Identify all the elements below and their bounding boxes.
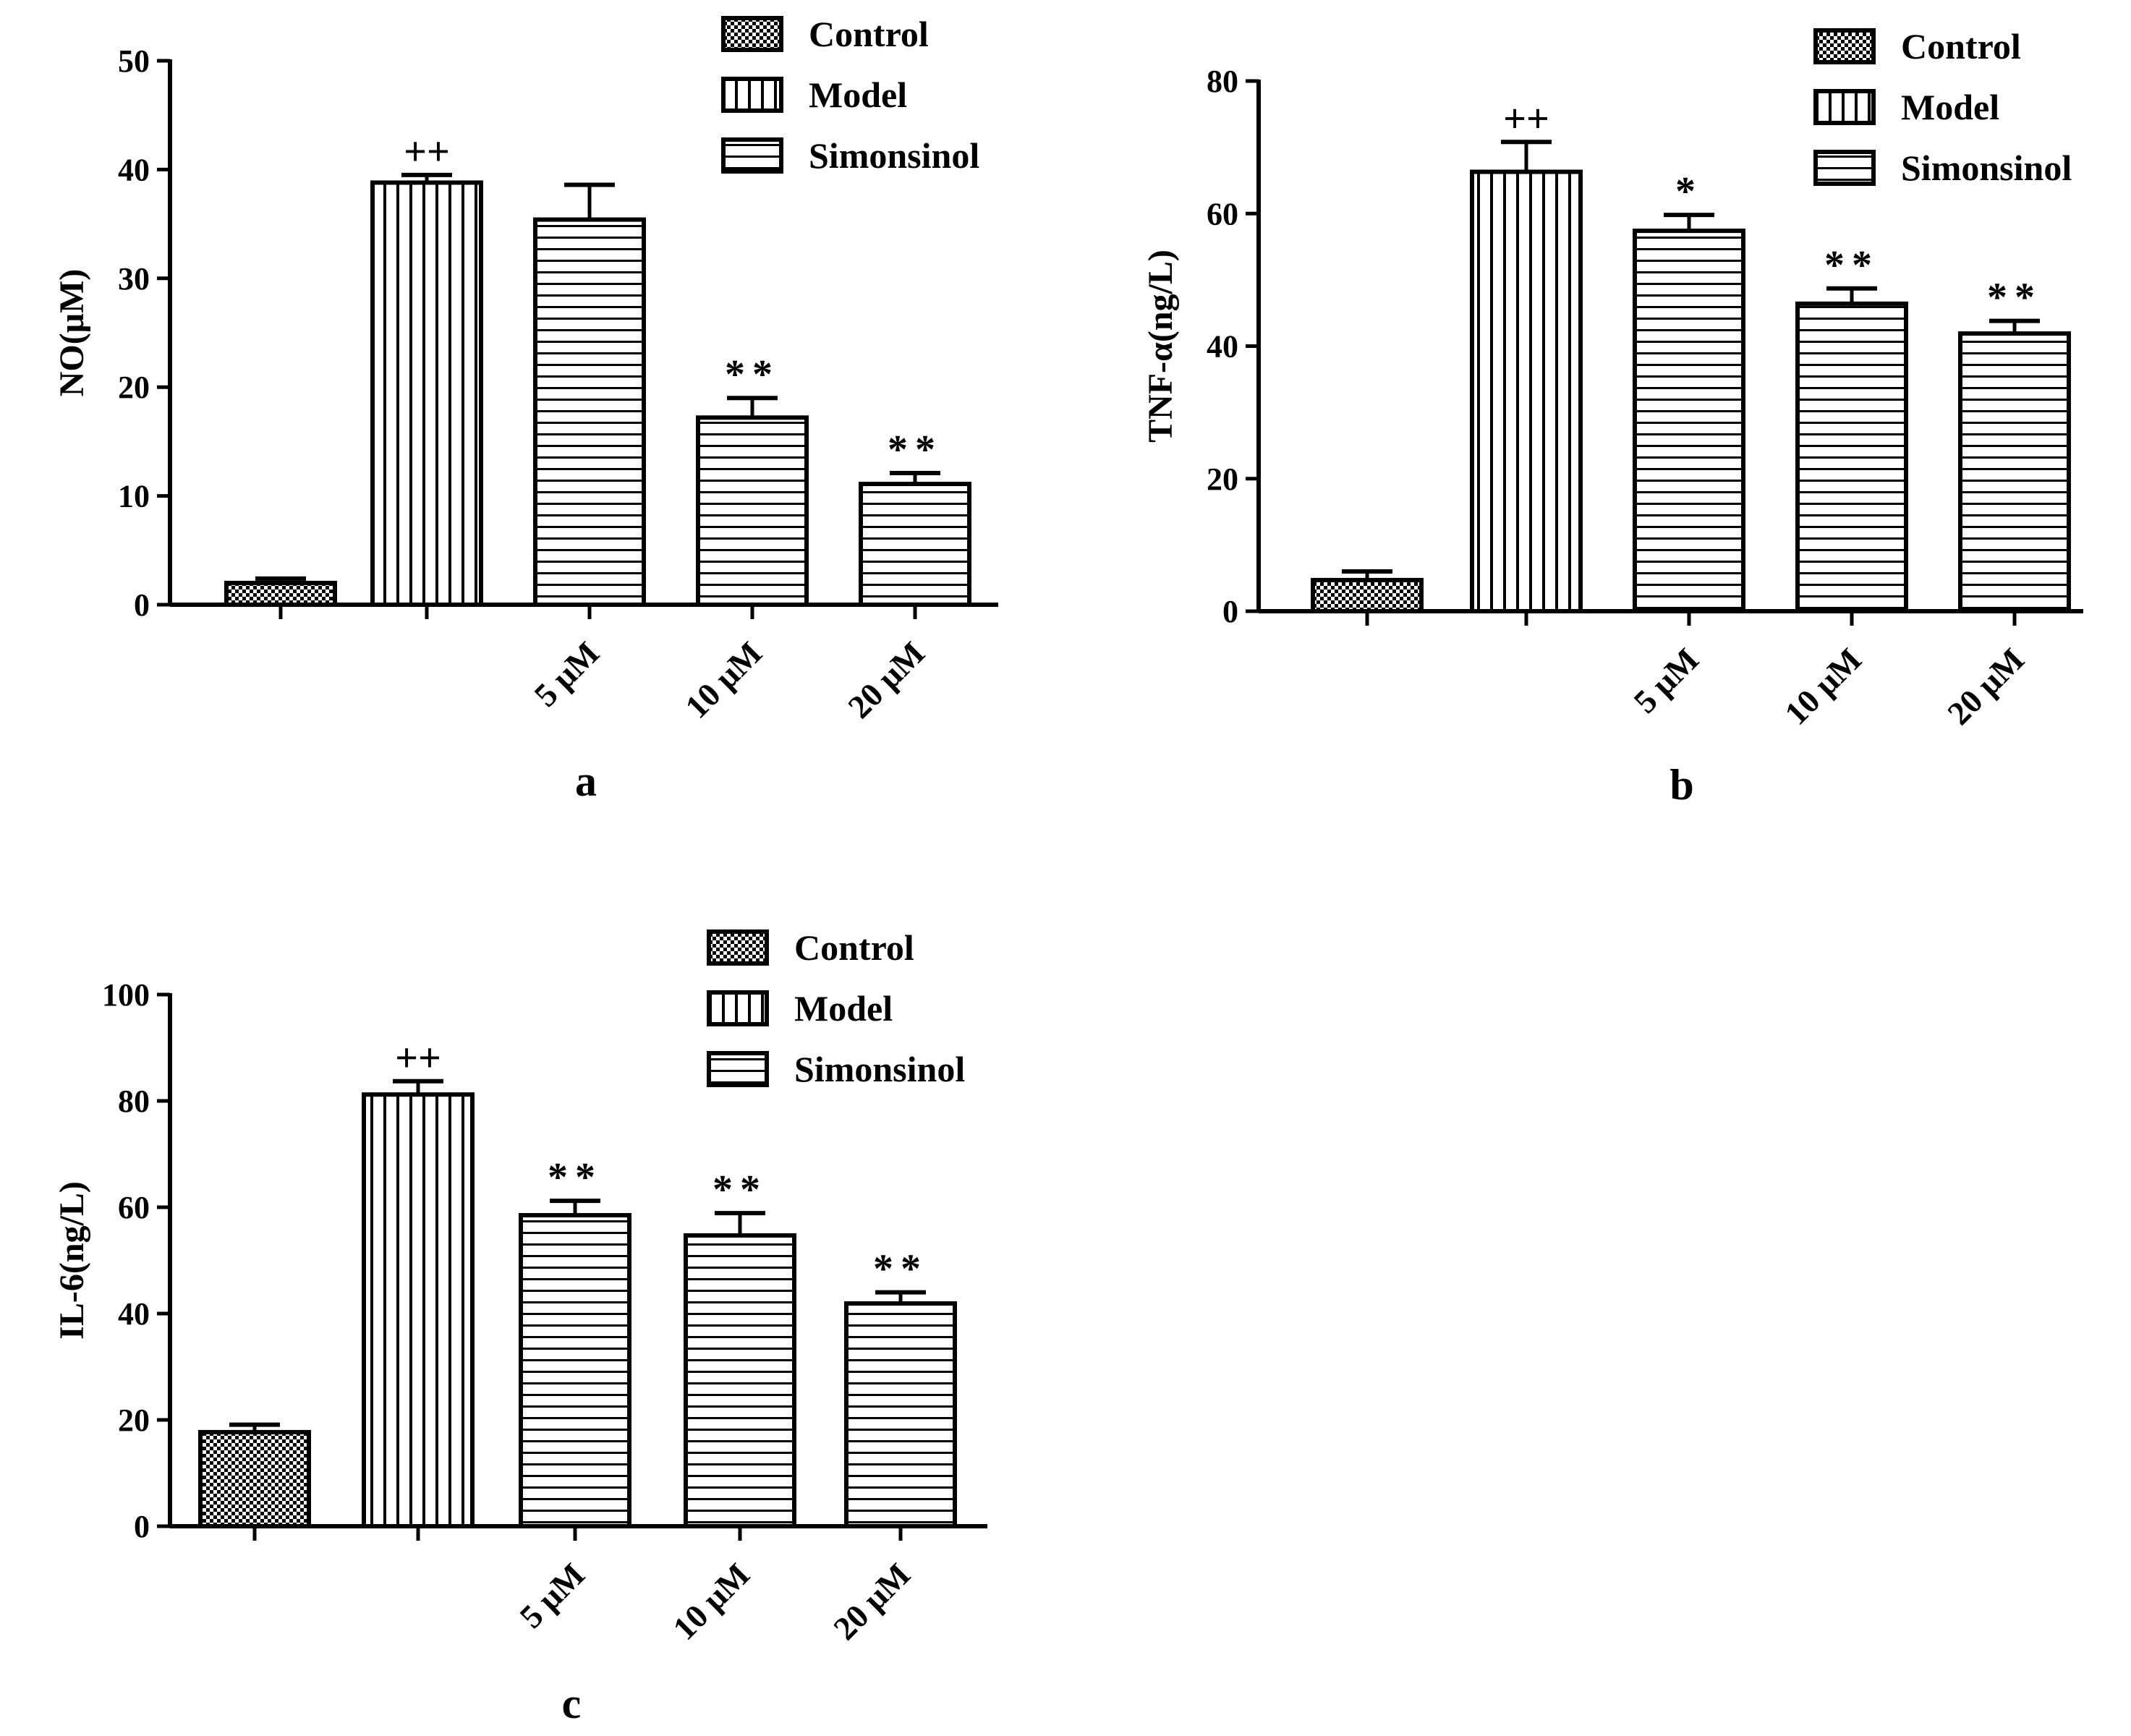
legend-label: Model [1901, 87, 1999, 127]
x-category-label: 10 μM [665, 1556, 757, 1647]
y-tick-label: 40 [118, 1296, 150, 1332]
bar [224, 580, 337, 607]
y-tick-label: 80 [118, 1084, 150, 1119]
bar [844, 1301, 957, 1529]
chart-panel-b: 0 20 40 60 80 TNF-α(ng/L) ++ * 5 μM ** 10 μM ** 20 μ… [1141, 26, 2083, 809]
significance-mark: ++ [404, 129, 450, 174]
legend-swatch-horizontal [721, 137, 783, 174]
y-tick-label: 0 [1222, 594, 1238, 629]
significance-mark: ** [1987, 276, 2042, 320]
y-tick-label: 20 [118, 1403, 150, 1438]
y-tick-label: 10 [118, 479, 150, 514]
y-tick-label: 40 [118, 152, 150, 187]
bar [696, 415, 809, 607]
chart-panel-c: 0 20 40 60 80 100 IL-6(ng/L) ++ ** 5 μM ** 10 μM ** 2… [53, 927, 987, 1727]
bar [519, 1213, 631, 1529]
bar [1470, 169, 1583, 613]
legend-label: Control [809, 14, 929, 54]
legend-swatch-horizontal [1813, 150, 1876, 186]
y-axis-title: NO(μM) [53, 269, 91, 396]
legend-swatch-checker [707, 929, 769, 966]
x-category-label: 10 μM [1777, 641, 1868, 732]
y-tick-label: 30 [118, 261, 150, 297]
y-tick-label: 80 [1207, 64, 1238, 99]
legend-label: Simonsinol [794, 1049, 965, 1089]
y-tick-label: 0 [134, 1509, 150, 1544]
significance-mark: ** [873, 1247, 928, 1292]
x-category-label: 5 μM [527, 634, 606, 714]
chart-panel-a: 0 10 20 30 40 50 NO(μM) ++ 5 μM ** 10 μM ** 20 μM Con… [53, 14, 998, 805]
chart-panels: 0 10 20 30 40 50 NO(μM) ++ 5 μM ** 10 μM ** 20 μM Con… [53, 14, 2083, 1727]
panel-label: a [575, 757, 597, 805]
legend-swatch-vertical [707, 990, 769, 1026]
legend-swatch-vertical [1813, 89, 1876, 125]
significance-mark: ** [1824, 243, 1879, 288]
legend-label: Model [794, 988, 893, 1029]
bar [684, 1233, 796, 1528]
y-tick-label: 100 [102, 977, 150, 1013]
bar [370, 180, 483, 607]
bar [198, 1429, 311, 1529]
legend-label: Simonsinol [1901, 148, 2072, 188]
legend-swatch-horizontal [707, 1051, 769, 1087]
y-tick-label: 40 [1207, 329, 1238, 365]
y-tick-label: 60 [1207, 196, 1238, 231]
legend-label: Simonsinol [809, 135, 979, 176]
legend-swatch-checker [1813, 28, 1876, 64]
x-category-label: 5 μM [512, 1556, 592, 1635]
x-category-label: 5 μM [1626, 641, 1706, 720]
panel-label: c [562, 1680, 582, 1727]
legend-label: Control [794, 927, 914, 968]
significance-mark: ** [713, 1167, 767, 1212]
y-axis-title: TNF-α(ng/L) [1141, 250, 1180, 443]
significance-mark: ++ [1503, 96, 1549, 141]
legend: Control Model Simonsinol [707, 927, 965, 1089]
x-category-label: 20 μM [1940, 641, 2031, 732]
bar [1958, 331, 2071, 613]
significance-mark: ** [725, 352, 780, 397]
y-tick-label: 50 [118, 43, 150, 79]
bar [859, 482, 971, 608]
legend: Control Model Simonsinol [721, 14, 979, 176]
legend-swatch-checker [721, 16, 783, 52]
significance-mark: ** [888, 427, 943, 472]
significance-mark: ** [548, 1155, 603, 1200]
legend-label: Model [809, 75, 907, 115]
significance-mark: * [1675, 169, 1703, 214]
y-tick-label: 20 [1207, 461, 1238, 497]
bar [1795, 301, 1908, 613]
significance-mark: ++ [395, 1036, 441, 1081]
x-category-label: 10 μM [678, 634, 769, 726]
legend-swatch-vertical [721, 77, 783, 113]
y-axis-title: IL-6(ng/L) [53, 1181, 91, 1340]
x-category-label: 20 μM [826, 1556, 917, 1647]
y-tick-label: 20 [118, 370, 150, 405]
y-tick-label: 0 [134, 587, 150, 623]
y-tick-label: 60 [118, 1190, 150, 1225]
x-category-label: 20 μM [841, 634, 932, 726]
legend: Control Model Simonsinol [1813, 26, 2072, 188]
panel-label: b [1670, 761, 1693, 809]
bar [362, 1092, 475, 1529]
bar [1311, 577, 1424, 614]
legend-label: Control [1901, 26, 2021, 67]
bar [533, 217, 646, 608]
bar [1633, 229, 1745, 613]
